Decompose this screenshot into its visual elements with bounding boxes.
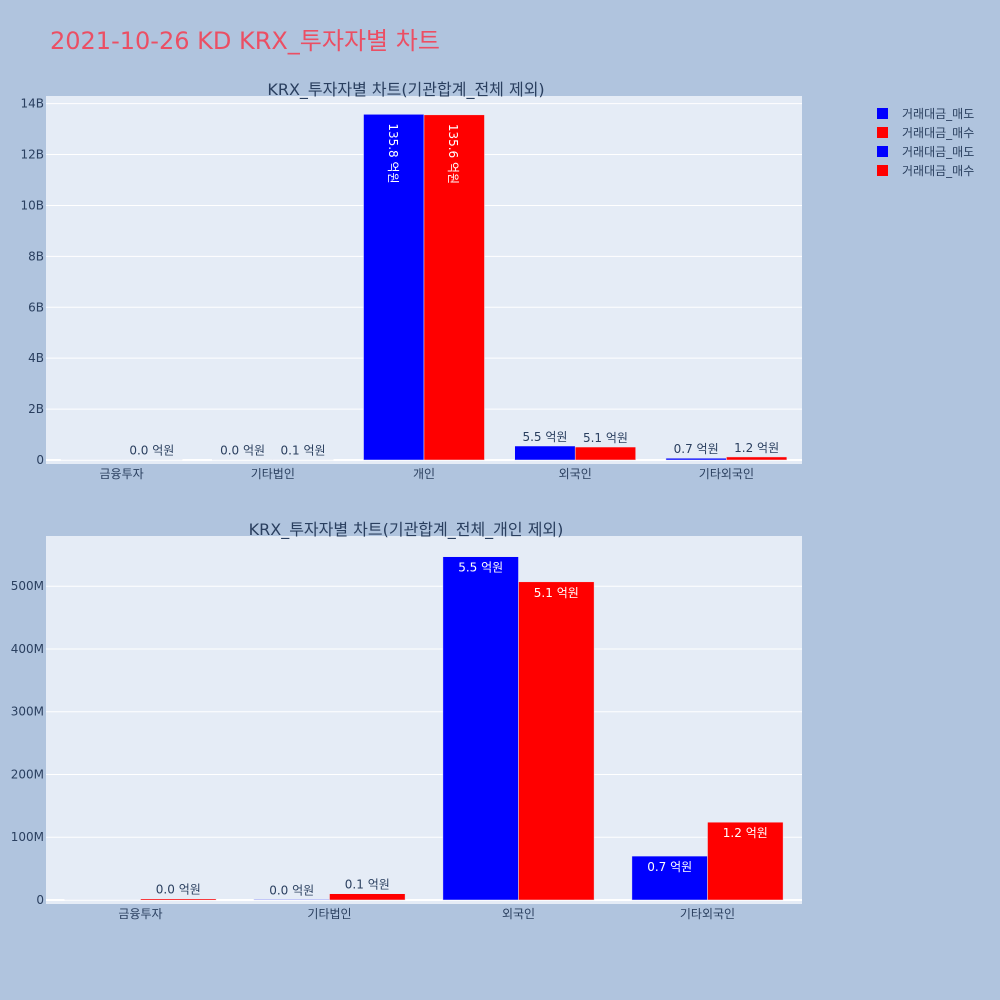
data-label: 0.0 억원 <box>220 444 265 458</box>
plot-area <box>46 536 802 904</box>
legend-label[interactable]: 거래대금_매수 <box>902 126 974 140</box>
data-label: 0.1 억원 <box>281 444 326 458</box>
bar[interactable] <box>272 459 334 461</box>
x-tick-label: 기타법인 <box>307 907 351 921</box>
page-title: 2021-10-26 KD KRX_투자자별 차트 <box>50 27 440 55</box>
legend-swatch[interactable] <box>877 127 888 138</box>
x-tick-label: 기타외국인 <box>680 907 735 921</box>
y-tick-label: 8B <box>28 249 44 263</box>
y-tick-label: 4B <box>28 351 44 365</box>
x-tick-label: 금융투자 <box>118 907 162 921</box>
y-tick-label: 500M <box>11 579 44 593</box>
bar[interactable] <box>518 581 595 901</box>
legend-label[interactable]: 거래대금_매수 <box>902 164 974 178</box>
data-label: 0.7 억원 <box>647 860 692 874</box>
chart-bottom: KRX_투자자별 차트(기관합계_전체_개인 제외) 0 100M 200M 300M 4… <box>11 520 802 921</box>
data-label: 135.6 억원 <box>446 124 460 184</box>
data-label: 0.0 억원 <box>156 883 201 897</box>
y-tick-label: 0 <box>36 893 44 907</box>
bar[interactable] <box>140 898 217 901</box>
y-tick-label: 2B <box>28 402 44 416</box>
x-tick-label: 기타법인 <box>251 467 295 481</box>
data-label: 0.7 억원 <box>674 442 719 456</box>
bar[interactable] <box>329 893 406 901</box>
x-tick-label: 금융투자 <box>100 467 144 481</box>
chart-top: KRX_투자자별 차트(기관합계_전체 제외) 0 2B 4B 6B 8B 10B 12B 14… <box>20 80 802 481</box>
y-tick-label: 300M <box>11 705 44 719</box>
y-tick-label: 12B <box>20 148 44 162</box>
x-tick-label: 외국인 <box>502 907 535 921</box>
x-tick-label: 개인 <box>413 467 435 481</box>
bar[interactable] <box>363 114 425 461</box>
bar[interactable] <box>442 556 519 901</box>
y-tick-label: 400M <box>11 642 44 656</box>
bar[interactable] <box>707 821 784 901</box>
y-tick-label: 0 <box>36 453 44 467</box>
bar[interactable] <box>121 459 183 461</box>
legend-swatch[interactable] <box>877 108 888 119</box>
y-tick-label: 100M <box>11 830 44 844</box>
x-tick-label: 외국인 <box>559 467 592 481</box>
y-tick-label: 200M <box>11 767 44 781</box>
y-tick-label: 6B <box>28 300 44 314</box>
chart-title: KRX_투자자별 차트(기관합계_전체_개인 제외) <box>249 520 564 540</box>
data-label: 0.0 억원 <box>269 883 314 897</box>
data-label: 0.0 억원 <box>129 444 174 458</box>
data-label: 135.8 억원 <box>386 123 400 183</box>
bar[interactable] <box>60 459 122 461</box>
bar[interactable] <box>726 456 788 461</box>
bar[interactable] <box>423 114 485 461</box>
bar[interactable] <box>665 457 727 461</box>
legend-swatch[interactable] <box>877 165 888 176</box>
chart-title: KRX_투자자별 차트(기관합계_전체 제외) <box>267 80 544 100</box>
bar[interactable] <box>631 855 708 901</box>
data-label: 5.1 억원 <box>534 586 579 600</box>
y-tick-label: 14B <box>20 97 44 111</box>
y-tick-label: 10B <box>20 198 44 212</box>
bar[interactable] <box>514 445 576 461</box>
legend-label[interactable]: 거래대금_매도 <box>902 107 974 121</box>
bar[interactable] <box>212 459 274 461</box>
bar[interactable] <box>253 899 330 901</box>
data-label: 1.2 억원 <box>734 441 779 455</box>
data-label: 5.1 억원 <box>583 431 628 445</box>
x-tick-label: 기타외국인 <box>699 467 754 481</box>
bar[interactable] <box>64 899 141 901</box>
data-label: 5.5 억원 <box>522 430 567 444</box>
data-label: 1.2 억원 <box>723 826 768 840</box>
legend-swatch[interactable] <box>877 146 888 157</box>
bar[interactable] <box>574 446 636 461</box>
legend-label[interactable]: 거래대금_매도 <box>902 145 974 159</box>
data-label: 0.1 억원 <box>345 878 390 892</box>
data-label: 5.5 억원 <box>458 561 503 575</box>
